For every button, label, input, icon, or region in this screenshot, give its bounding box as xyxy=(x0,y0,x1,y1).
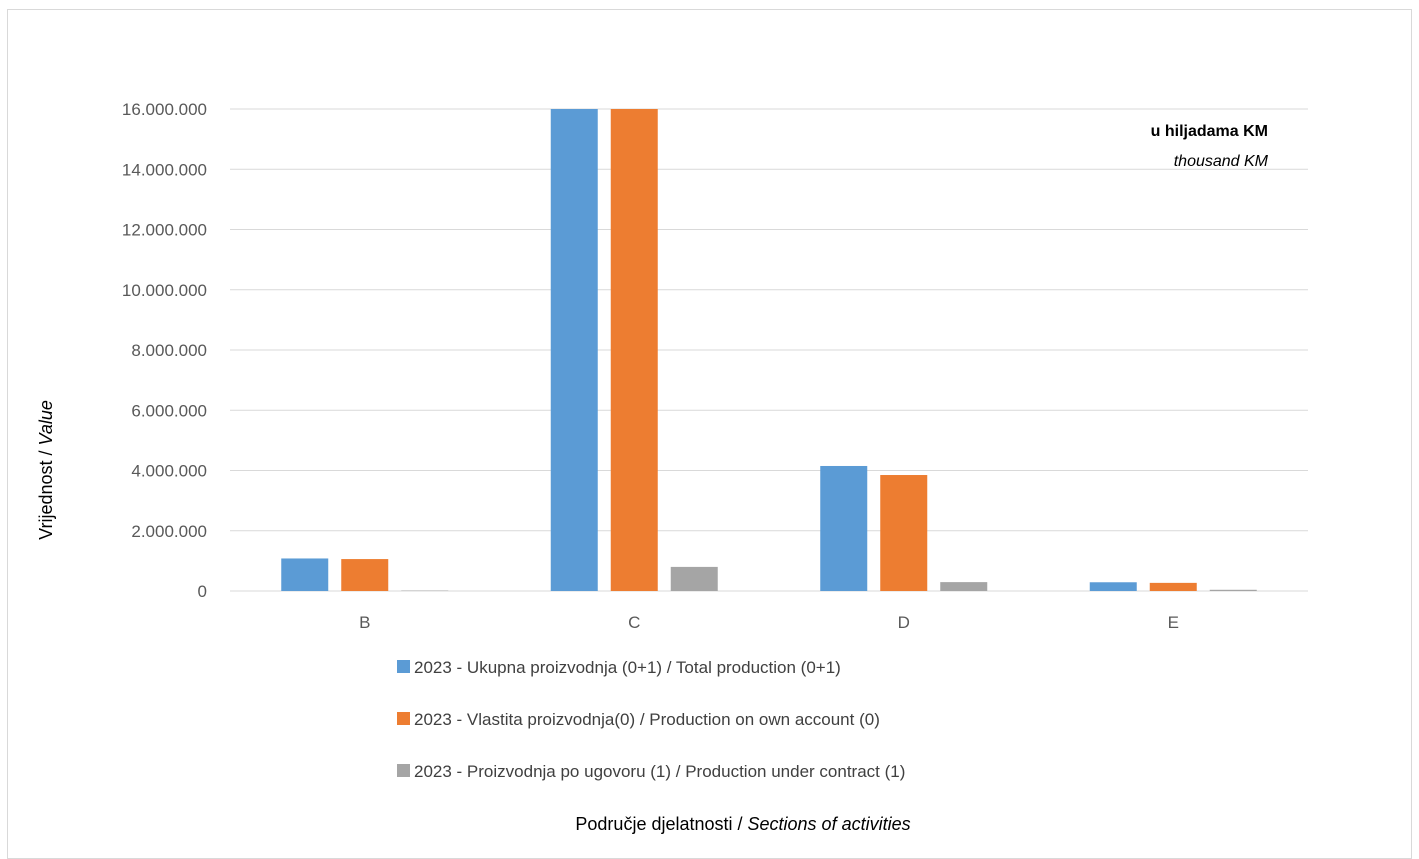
y-tick-label: 8.000.000 xyxy=(131,341,207,360)
y-tick-label: 0 xyxy=(198,582,207,601)
legend-swatch xyxy=(397,712,410,725)
legend-swatch xyxy=(397,764,410,777)
bar-E-series-2 xyxy=(1150,583,1197,591)
bar-E-series-1 xyxy=(1090,582,1137,591)
bar-B-series-1 xyxy=(281,558,328,591)
x-tick-label: D xyxy=(898,613,910,632)
legend-swatch xyxy=(397,660,410,673)
bar-C-series-3 xyxy=(671,567,718,591)
bar-D-series-3 xyxy=(940,582,987,591)
y-tick-label: 14.000.000 xyxy=(122,160,207,179)
legend: 2023 - Ukupna proizvodnja (0+1) / Total … xyxy=(397,658,905,781)
bar-D-series-2 xyxy=(880,475,927,591)
y-tick-label: 16.000.000 xyxy=(122,100,207,119)
bar-E-series-3 xyxy=(1210,590,1257,591)
y-tick-label: 10.000.000 xyxy=(122,281,207,300)
x-axis-title-italic: Sections of activities xyxy=(748,814,911,834)
x-tick-label: C xyxy=(628,613,640,632)
annotation-italic: thousand KM xyxy=(1174,153,1269,170)
bar-C-series-1 xyxy=(551,109,598,591)
bar-D-series-1 xyxy=(820,466,867,591)
gridlines xyxy=(230,109,1308,591)
bar-B-series-2 xyxy=(341,559,388,591)
legend-label: 2023 - Proizvodnja po ugovoru (1) / Prod… xyxy=(414,762,905,781)
x-tick-labels: B C D E xyxy=(359,613,1179,632)
x-axis-title-main: Područje djelatnosti / xyxy=(575,814,747,834)
y-axis-title-italic: Value xyxy=(36,400,56,445)
y-axis-title: Vrijednost / Value xyxy=(36,400,56,540)
y-axis-title-main: Vrijednost / xyxy=(36,445,56,539)
legend-label: 2023 - Ukupna proizvodnja (0+1) / Total … xyxy=(414,658,841,677)
x-tick-label: B xyxy=(359,613,370,632)
annotation-bold: u hiljadama KM xyxy=(1151,123,1268,140)
bar-C-series-2 xyxy=(611,109,658,591)
x-tick-label: E xyxy=(1168,613,1179,632)
y-tick-labels: 0 2.000.000 4.000.000 6.000.000 8.000.000 10.… xyxy=(122,100,207,601)
y-tick-label: 6.000.000 xyxy=(131,401,207,420)
y-tick-label: 12.000.000 xyxy=(122,221,207,240)
y-tick-label: 2.000.000 xyxy=(131,522,207,541)
y-tick-label: 4.000.000 xyxy=(131,462,207,481)
legend-label: 2023 - Vlastita proizvodnja(0) / Product… xyxy=(414,710,880,729)
x-axis-title: Područje djelatnosti / Sections of activ… xyxy=(575,814,910,834)
